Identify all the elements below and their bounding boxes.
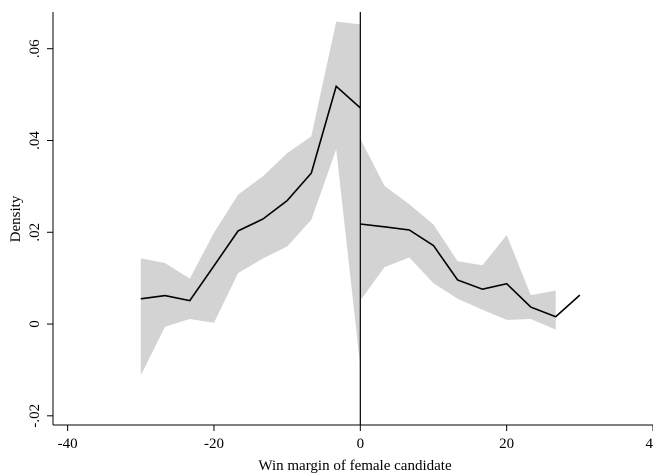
confidence-bands [140, 21, 556, 376]
x-tick-label: -20 [204, 436, 224, 452]
y-tick-label: 0 [27, 320, 43, 328]
y-axis-title: Density [8, 195, 24, 242]
ci-band-right [360, 138, 556, 330]
x-axis-title: Win margin of female candidate [258, 458, 452, 473]
y-tick-label: .06 [27, 39, 43, 58]
x-tick-label: -40 [58, 436, 78, 452]
y-tick-label: .04 [27, 131, 43, 150]
y-tick-label: .02 [27, 223, 43, 242]
density-line-left [140, 84, 361, 302]
x-tick-label: 20 [499, 436, 514, 452]
density-lines [140, 84, 581, 318]
x-tick-label: 40 [646, 436, 653, 452]
ticks: -40 -20 0 20 40 -.02 0 .02 .04 .06 [27, 39, 653, 452]
ci-band-left [140, 21, 361, 376]
axes [52, 12, 653, 426]
density-line-right [360, 223, 581, 318]
y-tick-label: -.02 [27, 404, 43, 428]
x-tick-label: 0 [357, 436, 365, 452]
